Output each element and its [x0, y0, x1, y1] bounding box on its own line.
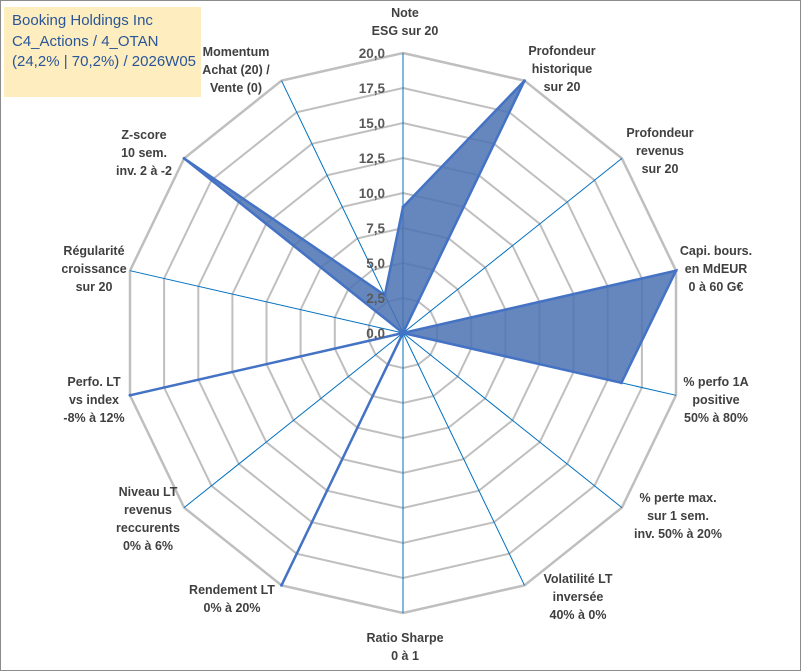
- axis-label-1: Note ESG sur 20: [372, 6, 439, 38]
- data-point-2: [523, 79, 526, 83]
- axis-label-layer: Note ESG sur 20 Profondeur historique sur 20…: [61, 6, 752, 663]
- tick-label-3: 7,5: [366, 221, 385, 236]
- data-point-5: [619, 381, 623, 385]
- axis-spoke-3: [402, 158, 623, 334]
- data-point-11: [128, 393, 132, 397]
- data-point-14: [383, 293, 387, 297]
- axis-label-13: Z-score 10 sem. inv. 2 à -2: [116, 128, 172, 178]
- axis-label-2: Profondeur historique sur 20: [528, 44, 595, 94]
- axis-spoke-14: [281, 80, 404, 334]
- tick-label-4: 10,0: [359, 186, 385, 201]
- chart-title-box: Booking Holdings Inc C4_Actions / 4_OTAN…: [4, 7, 201, 97]
- axis-label-8: Ratio Sharpe 0 à 1: [366, 631, 443, 663]
- axis-spoke-10: [183, 332, 404, 508]
- data-point-13: [182, 156, 186, 160]
- axis-label-14: Momentum Achat (20) / Vente (0): [202, 45, 270, 95]
- tick-label-8: 20,0: [359, 46, 385, 61]
- series-layer: [128, 79, 679, 587]
- tick-label-6: 15,0: [359, 116, 385, 131]
- axis-label-6: % perte max. sur 1 sem. inv. 50% à 20%: [634, 491, 722, 541]
- axis-spoke-6: [402, 332, 623, 508]
- axis-spoke-12: [129, 270, 404, 334]
- axis-label-11: Perfo. LT vs index -8% à 12%: [63, 375, 124, 425]
- axis-label-5: % perfo 1A positive 50% à 80%: [683, 375, 748, 425]
- title-category: C4_Actions / 4_OTAN: [12, 32, 159, 50]
- tick-label-5: 12,5: [359, 151, 386, 166]
- data-point-4: [674, 269, 678, 273]
- axis-label-9: Rendement LT 0% à 20%: [189, 583, 275, 615]
- tick-label-7: 17,5: [359, 81, 386, 96]
- axis-label-3: Profondeur revenus sur 20: [626, 126, 693, 176]
- tick-label-1: 2,5: [366, 291, 385, 306]
- axis-label-12: Régularité croissance sur 20: [61, 244, 126, 294]
- axis-spoke-7: [402, 332, 525, 586]
- tick-label-layer: 0,0 2,5 5,0 7,5 10,0 12,5 15,0 17,5 20,0: [359, 46, 386, 341]
- axis-label-4: Capi. bours. en MdEUR 0 à 60 G€: [680, 244, 752, 294]
- tick-label-2: 5,0: [366, 256, 385, 271]
- data-point-12: [401, 331, 405, 335]
- axis-label-10: Niveau LT revenus reccurents 0% à 6%: [116, 485, 180, 553]
- title-company: Booking Holdings Inc: [12, 12, 153, 29]
- data-point-9: [280, 583, 283, 587]
- title-scores-week: (24,2% | 70,2%) / 2026W05: [12, 53, 196, 70]
- data-point-1: [401, 205, 405, 209]
- axis-label-7: Volatilité LT inversée 40% à 0%: [544, 572, 613, 622]
- tick-label-0: 0,0: [366, 326, 385, 341]
